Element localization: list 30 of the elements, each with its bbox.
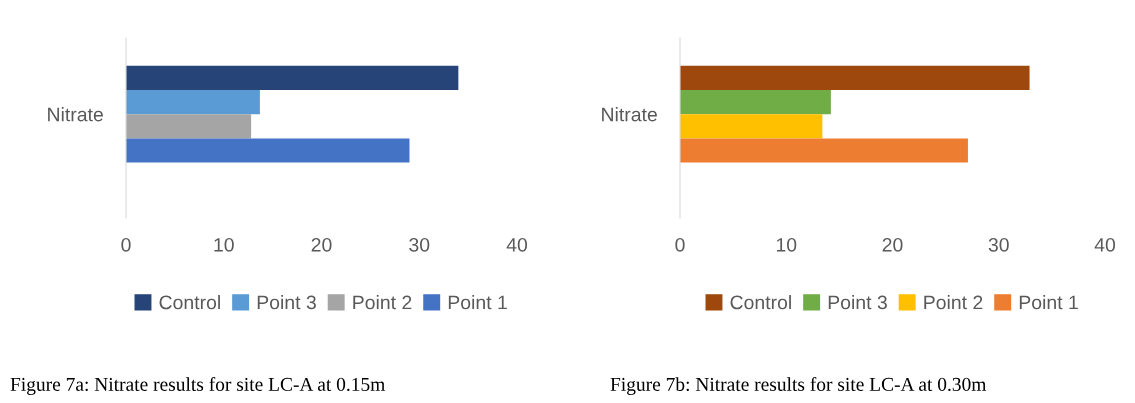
bar [126, 65, 459, 90]
x-tick-label: 10 [776, 237, 797, 252]
bar [680, 65, 1030, 90]
legend-label: Point 3 [828, 295, 887, 310]
caption: Figure 7a: Nitrate results for site LC-A at 0.15m [10, 377, 386, 395]
x-tick-label: 30 [988, 237, 1009, 252]
y-tick-label: Nitrate [602, 107, 657, 122]
y-tick-label: Nitrate [48, 107, 103, 122]
caption: Figure 7b: Nitrate results for site LC-A at 0.30m [610, 377, 987, 395]
bar [126, 89, 260, 115]
legend-label: Point 2 [924, 295, 983, 310]
legend-label: Point 1 [448, 295, 507, 310]
legend-label: Control [730, 295, 791, 310]
bar [680, 138, 968, 163]
bar [126, 114, 252, 139]
x-tick-label: 40 [506, 237, 528, 252]
x-tick-label: 10 [214, 237, 234, 252]
x-tick-label: 20 [882, 237, 903, 252]
legend-label: Control [159, 295, 220, 310]
x-tick-label: 0 [121, 237, 131, 252]
bar [680, 89, 831, 115]
bar [126, 138, 410, 163]
x-tick-label: 40 [1094, 237, 1116, 252]
x-tick-label: 20 [311, 237, 332, 252]
legend-label: Point 1 [1019, 295, 1078, 310]
bar [680, 114, 823, 139]
x-tick-label: 0 [675, 237, 685, 252]
legend-label: Point 2 [353, 295, 412, 310]
x-tick-label: 30 [409, 237, 430, 252]
legend-label: Point 3 [257, 295, 316, 310]
